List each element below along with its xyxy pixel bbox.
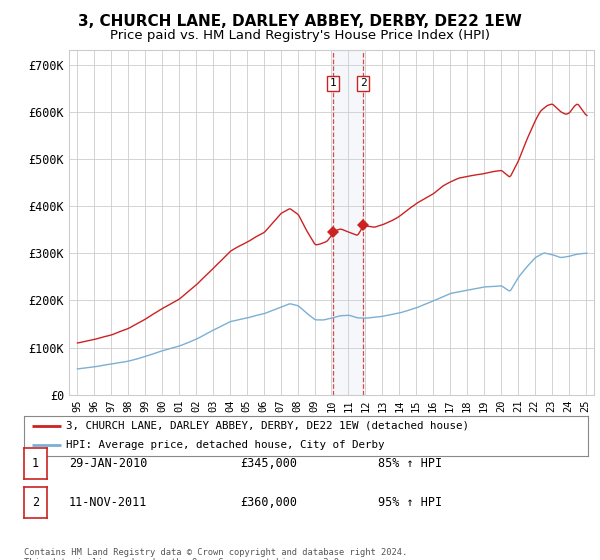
- Text: Price paid vs. HM Land Registry's House Price Index (HPI): Price paid vs. HM Land Registry's House …: [110, 29, 490, 42]
- Text: Contains HM Land Registry data © Crown copyright and database right 2024.
This d: Contains HM Land Registry data © Crown c…: [24, 548, 407, 560]
- Text: 2: 2: [32, 496, 39, 509]
- Text: 3, CHURCH LANE, DARLEY ABBEY, DERBY, DE22 1EW (detached house): 3, CHURCH LANE, DARLEY ABBEY, DERBY, DE2…: [66, 421, 469, 431]
- Text: 3, CHURCH LANE, DARLEY ABBEY, DERBY, DE22 1EW: 3, CHURCH LANE, DARLEY ABBEY, DERBY, DE2…: [78, 14, 522, 29]
- Bar: [333, 50, 363, 395]
- Text: 2: 2: [360, 78, 367, 88]
- Text: £345,000: £345,000: [240, 457, 297, 470]
- Text: 95% ↑ HPI: 95% ↑ HPI: [378, 496, 442, 509]
- Text: 11-NOV-2011: 11-NOV-2011: [69, 496, 148, 509]
- Text: £360,000: £360,000: [240, 496, 297, 509]
- Text: HPI: Average price, detached house, City of Derby: HPI: Average price, detached house, City…: [66, 440, 385, 450]
- Text: 1: 1: [32, 457, 39, 470]
- Text: 85% ↑ HPI: 85% ↑ HPI: [378, 457, 442, 470]
- Text: 29-JAN-2010: 29-JAN-2010: [69, 457, 148, 470]
- Text: 1: 1: [329, 78, 336, 88]
